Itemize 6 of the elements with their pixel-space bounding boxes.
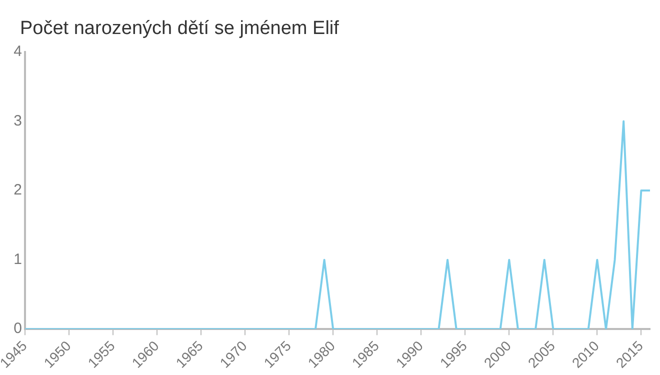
chart-title: Počet narozených dětí se jménem Elif (20, 18, 339, 40)
y-tick-label: 4 (14, 43, 22, 60)
y-tick-label: 0 (14, 320, 22, 338)
y-tick-label: 3 (14, 112, 22, 130)
y-tick-label: 2 (14, 182, 22, 199)
y-tick-label: 1 (14, 250, 22, 268)
